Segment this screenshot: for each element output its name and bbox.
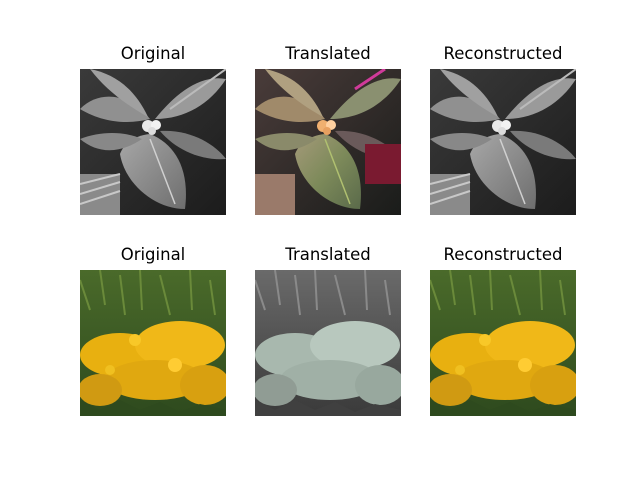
yellow-flowers-image (80, 270, 226, 416)
panel-title: Original (120, 245, 186, 264)
leaf-colorized-image (255, 69, 401, 215)
panel-title: Reconstructed (443, 44, 563, 63)
panel-title: Translated (285, 245, 371, 264)
panel-title: Reconstructed (443, 245, 563, 264)
flowers-grayscale-image (255, 270, 401, 416)
panel-title: Original (120, 44, 186, 63)
leaf-grayscale-image (80, 69, 226, 215)
leaf-grayscale-reconstructed-image (430, 69, 576, 215)
yellow-flowers-reconstructed-image (430, 270, 576, 416)
panel-title: Translated (285, 44, 371, 63)
